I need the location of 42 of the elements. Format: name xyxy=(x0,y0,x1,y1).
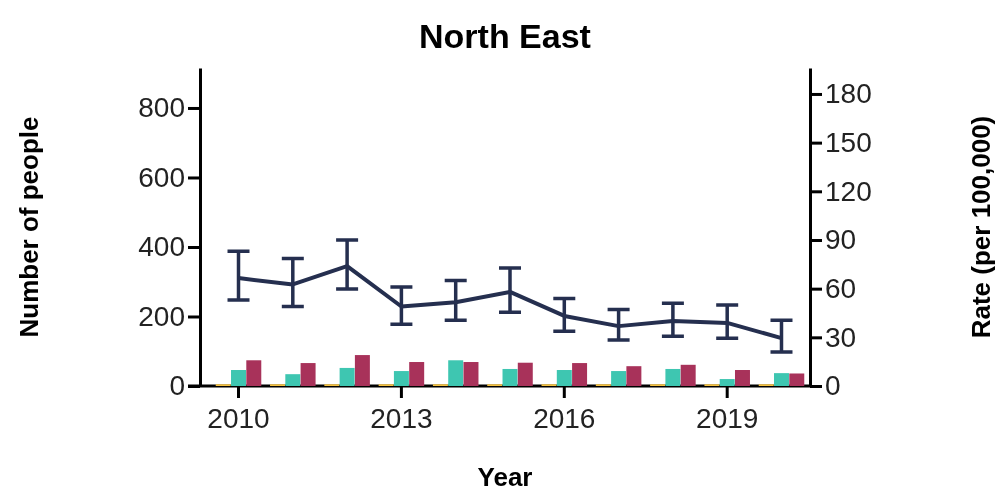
y-axis-title: Number of people xyxy=(14,116,44,338)
y2-tick-label: 30 xyxy=(825,321,857,353)
bar xyxy=(339,367,355,386)
y-tick-label: 0 xyxy=(169,370,185,402)
y-tick-label: 200 xyxy=(138,300,185,332)
x-axis-title: Year xyxy=(477,462,533,492)
x-tick-label: 2019 xyxy=(696,403,759,435)
y2-tick-label: 120 xyxy=(825,175,872,207)
chart-title: North East xyxy=(419,17,591,55)
bar xyxy=(393,371,409,386)
y2-tick-label: 0 xyxy=(825,370,841,402)
bar xyxy=(556,370,572,386)
y2-axis-title: Rate (per 100,000) xyxy=(966,115,996,339)
x-tick-label: 2010 xyxy=(207,403,270,435)
y2-tick-label: 150 xyxy=(825,127,872,159)
bar xyxy=(502,368,518,386)
y-tick-label: 600 xyxy=(138,161,185,193)
bar xyxy=(572,363,588,386)
bar xyxy=(789,373,805,386)
bar xyxy=(774,373,789,386)
bar xyxy=(665,368,681,386)
bar xyxy=(734,370,750,386)
y2-tick-label: 60 xyxy=(825,273,857,305)
bar xyxy=(719,379,735,386)
bar xyxy=(517,362,533,386)
bar xyxy=(354,355,370,386)
bar xyxy=(300,363,316,386)
y-tick-label: 800 xyxy=(138,92,185,124)
bar xyxy=(680,364,696,386)
bar xyxy=(611,371,627,386)
bar xyxy=(246,360,262,386)
bar xyxy=(231,370,246,386)
bar xyxy=(285,374,301,386)
y2-tick-label: 180 xyxy=(825,78,872,110)
x-tick-label: 2013 xyxy=(370,403,433,435)
bar xyxy=(626,366,642,386)
bar xyxy=(409,362,425,386)
x-tick-label: 2016 xyxy=(533,403,596,435)
bar xyxy=(448,360,464,386)
y-tick-label: 400 xyxy=(138,231,185,263)
bar xyxy=(463,362,479,386)
y2-tick-label: 90 xyxy=(825,224,857,256)
